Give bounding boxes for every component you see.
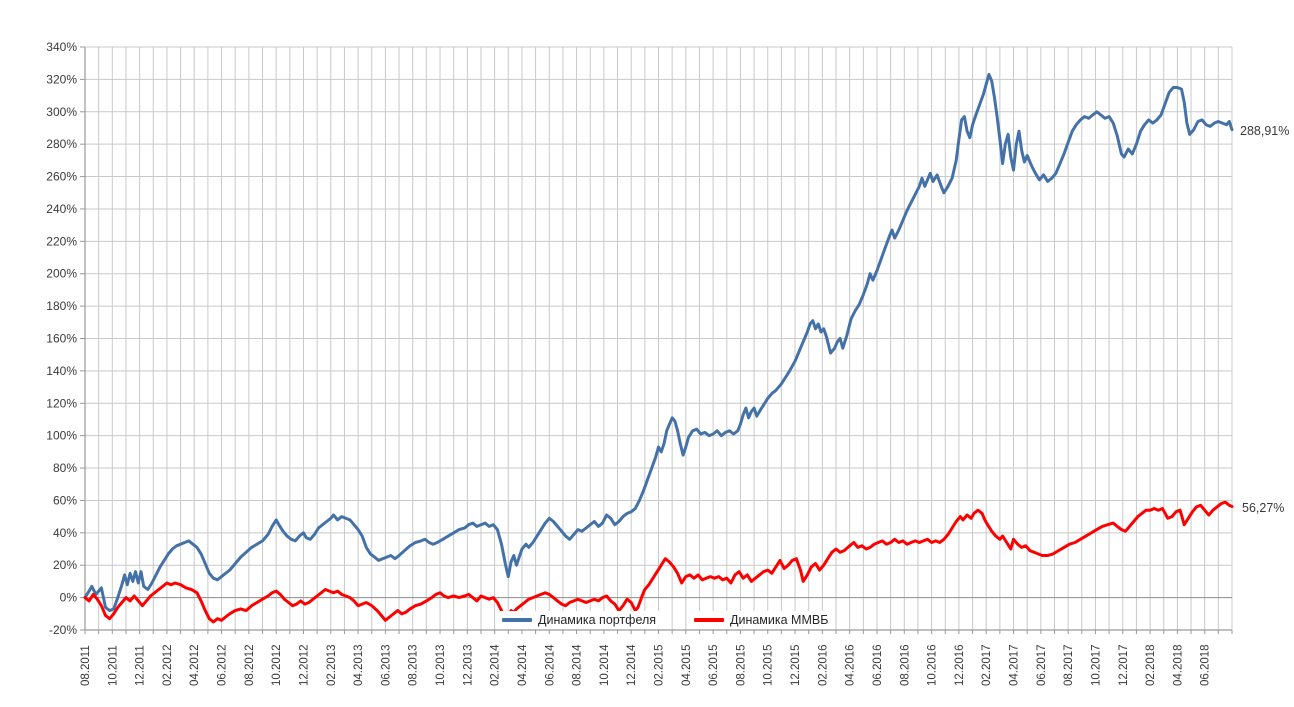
portfolio-line-swatch xyxy=(502,618,532,622)
x-tick-label: 08.2014 xyxy=(572,644,584,686)
legend-item-portfolio[interactable]: Динамика портфеля xyxy=(497,611,662,629)
y-tick-label: 160% xyxy=(46,332,77,346)
x-tick-label: 12.2011 xyxy=(135,645,147,686)
x-tick-label: 12.2015 xyxy=(790,644,802,686)
x-tick-label: 10.2014 xyxy=(599,644,611,686)
y-tick-label: 280% xyxy=(46,137,77,151)
y-tick-label: 100% xyxy=(46,429,77,443)
y-tick-label: 220% xyxy=(46,234,77,248)
x-tick-label: 02.2012 xyxy=(162,644,174,686)
x-tick-label: 10.2017 xyxy=(1090,644,1102,686)
y-tick-label: 40% xyxy=(53,526,77,540)
x-tick-label: 04.2018 xyxy=(1172,644,1184,686)
x-tick-label: 10.2012 xyxy=(271,644,283,686)
micex-series-line xyxy=(83,500,1234,624)
x-tick-label: 08.2017 xyxy=(1063,644,1075,686)
x-tick-label: 02.2014 xyxy=(490,644,502,686)
x-tick-label: 10.2016 xyxy=(927,644,939,686)
x-tick-label: 12.2016 xyxy=(954,644,966,686)
y-tick-label: 300% xyxy=(46,105,77,119)
x-tick-label: 04.2012 xyxy=(189,644,201,686)
x-tick-label: 04.2017 xyxy=(1009,644,1021,686)
x-tick-label: 06.2015 xyxy=(708,644,720,686)
y-tick-label: 20% xyxy=(53,558,77,572)
x-tick-label: 06.2012 xyxy=(217,644,229,686)
x-tick-label: 12.2014 xyxy=(626,644,638,686)
x-tick-label: 06.2014 xyxy=(544,644,556,686)
x-tick-label: 08.2013 xyxy=(408,644,420,686)
x-tick-label: 06.2016 xyxy=(872,644,884,686)
x-tick-label: 04.2013 xyxy=(353,644,365,686)
y-tick-label: 0% xyxy=(60,591,78,605)
y-tick-label: 80% xyxy=(53,461,77,475)
y-tick-label: 180% xyxy=(46,299,77,313)
x-tick-label: 10.2011 xyxy=(107,645,119,686)
x-tick-label: 10.2013 xyxy=(435,644,447,686)
x-tick-label: 08.2015 xyxy=(735,644,747,686)
x-tick-label: 02.2017 xyxy=(981,644,993,686)
x-tick-label: 12.2017 xyxy=(1118,644,1130,686)
x-tick-label: 10.2015 xyxy=(763,644,775,686)
x-tick-label: 06.2017 xyxy=(1036,644,1048,686)
micex-line-swatch xyxy=(694,618,724,622)
x-tick-label: 12.2012 xyxy=(298,644,310,686)
portfolio-series-line xyxy=(83,73,1234,613)
y-tick-label: 200% xyxy=(46,267,77,281)
x-tick-label: 06.2013 xyxy=(380,644,392,686)
y-tick-label: 140% xyxy=(46,364,77,378)
legend-label-micex: Динамика ММВБ xyxy=(730,613,829,627)
y-tick-label: 60% xyxy=(53,493,77,507)
y-tick-label: 320% xyxy=(46,72,77,86)
y-tick-label: -20% xyxy=(49,623,77,637)
x-tick-label: 02.2016 xyxy=(817,644,829,686)
x-tick-label: 06.2018 xyxy=(1200,644,1212,686)
x-tick-label: 02.2013 xyxy=(326,644,338,686)
legend-item-micex[interactable]: Динамика ММВБ xyxy=(689,611,834,629)
x-tick-label: 02.2015 xyxy=(654,644,666,686)
x-tick-label: 04.2014 xyxy=(517,644,529,686)
y-tick-label: 340% xyxy=(46,40,77,54)
x-tick-label: 08.2016 xyxy=(899,644,911,686)
y-tick-label: 240% xyxy=(46,202,77,216)
x-tick-label: 04.2015 xyxy=(681,644,693,686)
x-tick-label: 08.2012 xyxy=(244,644,256,686)
micex-end-value-label: 56,27% xyxy=(1242,501,1285,515)
y-tick-label: 120% xyxy=(46,396,77,410)
legend-label-portfolio: Динамика портфеля xyxy=(538,613,657,627)
x-tick-label: 12.2013 xyxy=(462,644,474,686)
y-tick-label: 260% xyxy=(46,170,77,184)
portfolio-end-value-label: 288,91% xyxy=(1240,124,1290,138)
x-tick-label: 08.2011 xyxy=(80,645,92,686)
x-tick-label: 02.2018 xyxy=(1145,644,1157,686)
x-tick-label: 04.2016 xyxy=(845,644,857,686)
